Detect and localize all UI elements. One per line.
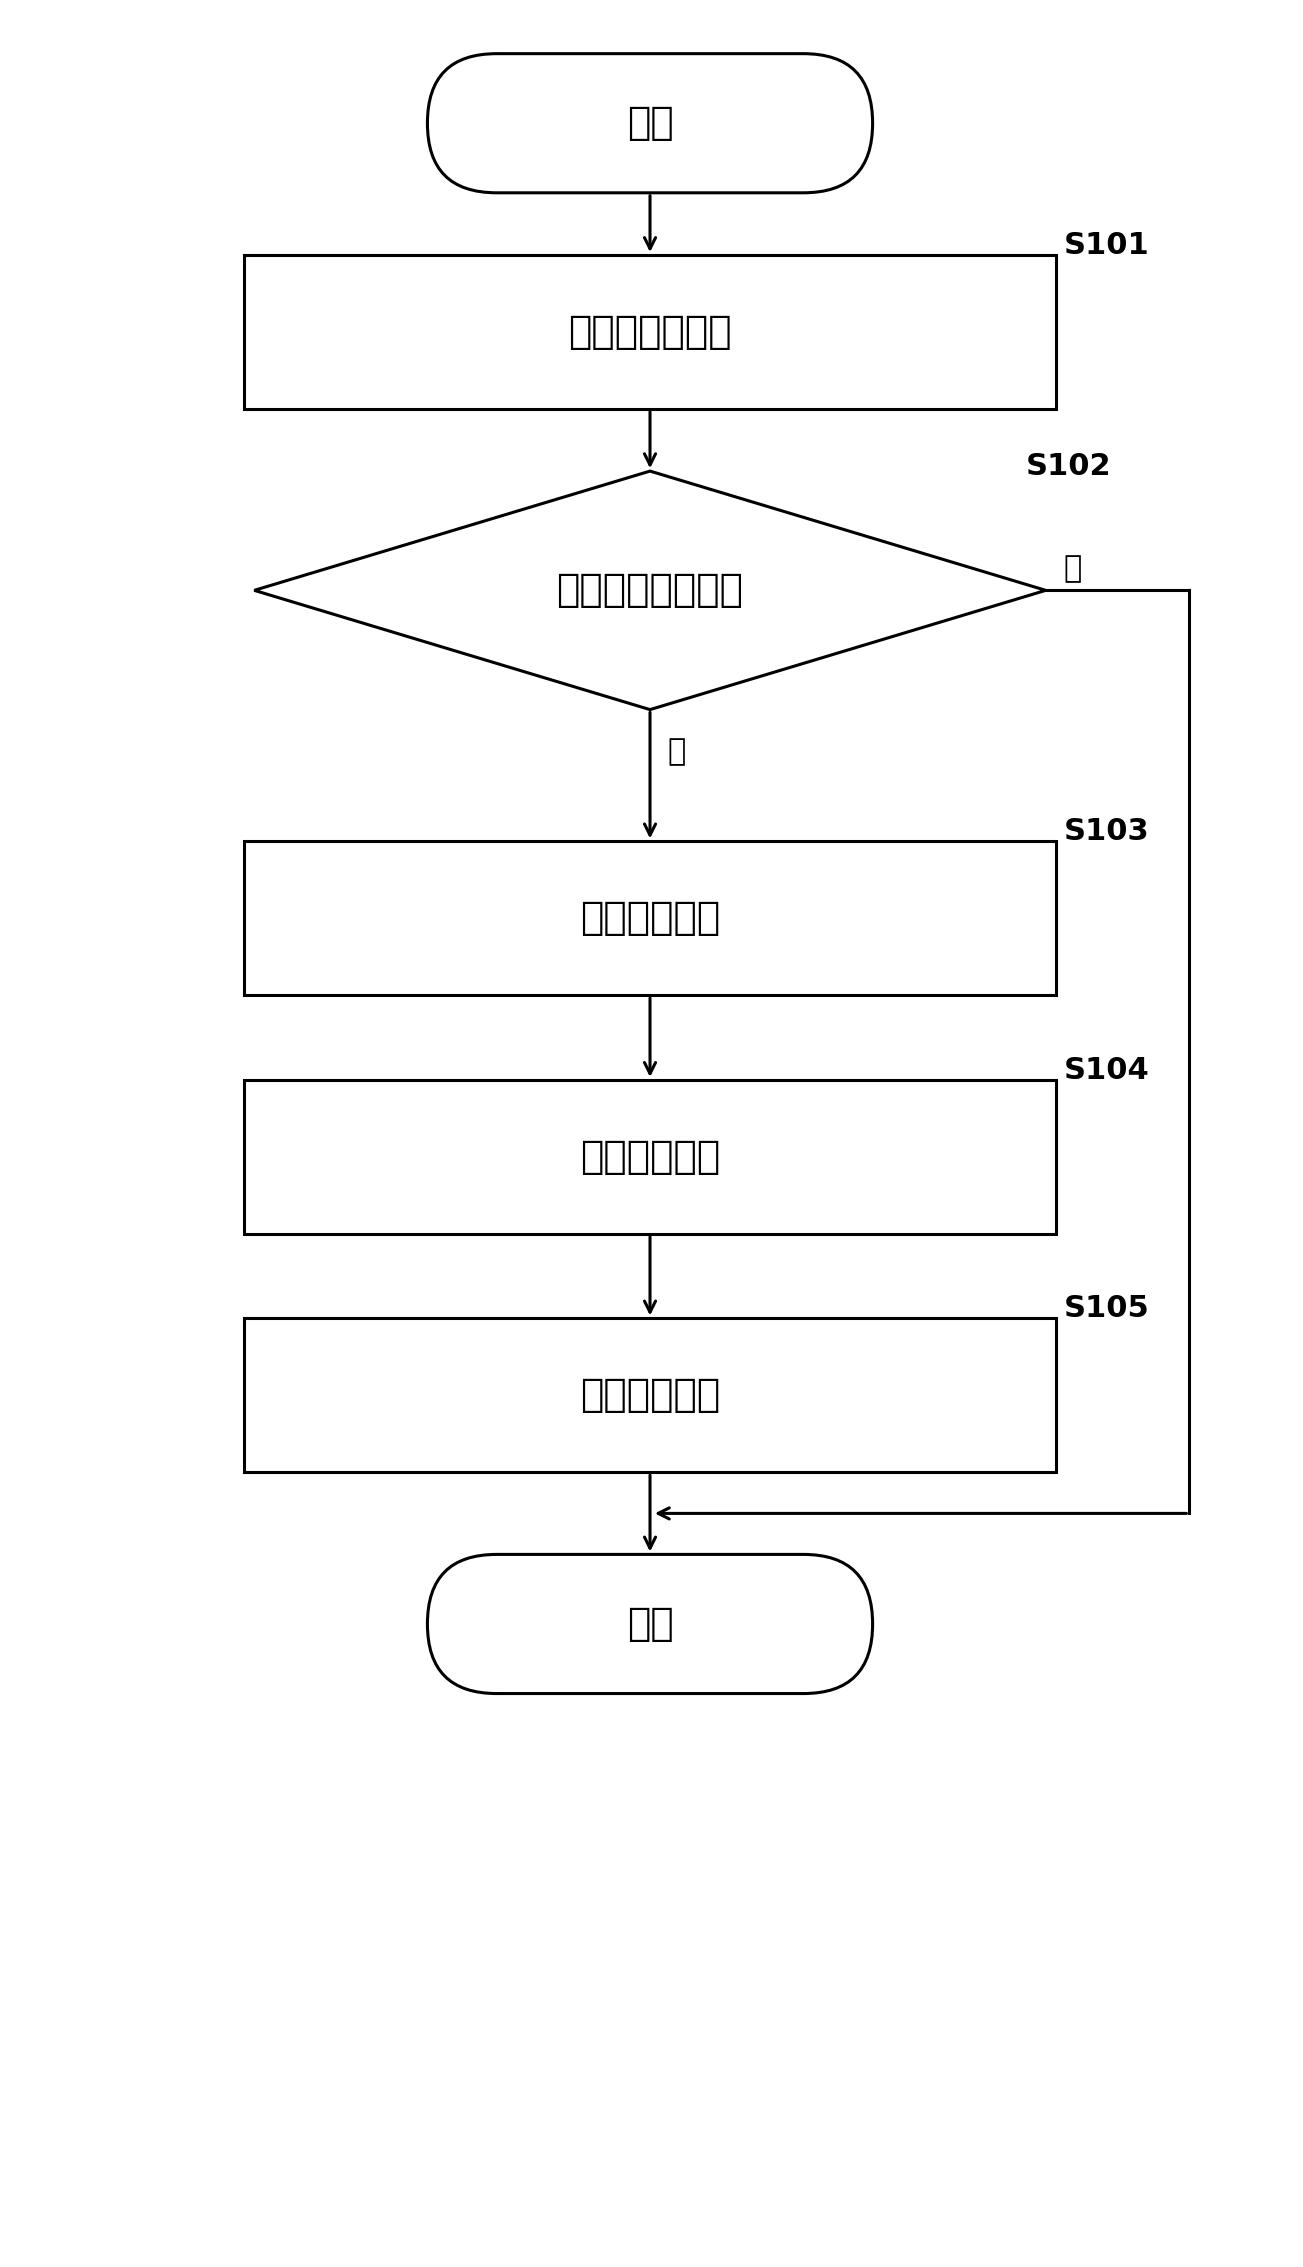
- Text: 发送指示信息: 发送指示信息: [580, 1376, 721, 1415]
- Text: S105: S105: [1063, 1294, 1149, 1324]
- Text: S103: S103: [1063, 818, 1149, 846]
- Polygon shape: [254, 472, 1046, 710]
- Text: 是: 是: [668, 737, 687, 766]
- FancyBboxPatch shape: [427, 1555, 873, 1693]
- Text: 开始: 开始: [627, 104, 674, 143]
- Bar: [245, 841, 1055, 995]
- Text: S104: S104: [1063, 1056, 1149, 1086]
- Text: 决定显示期间: 决定显示期间: [580, 1138, 721, 1177]
- Bar: [245, 254, 1055, 408]
- Text: 否: 否: [1063, 553, 1081, 583]
- Bar: [245, 1079, 1055, 1233]
- FancyBboxPatch shape: [427, 54, 873, 193]
- Text: 存在特定利用者？: 存在特定利用者？: [556, 571, 744, 610]
- Text: 获取运行信息: 获取运行信息: [580, 900, 721, 936]
- Text: 结束: 结束: [627, 1605, 674, 1644]
- Bar: [245, 1319, 1055, 1471]
- Text: 获取利用者信息: 获取利用者信息: [568, 313, 732, 351]
- Text: S102: S102: [1025, 451, 1111, 481]
- Text: S101: S101: [1063, 231, 1149, 261]
